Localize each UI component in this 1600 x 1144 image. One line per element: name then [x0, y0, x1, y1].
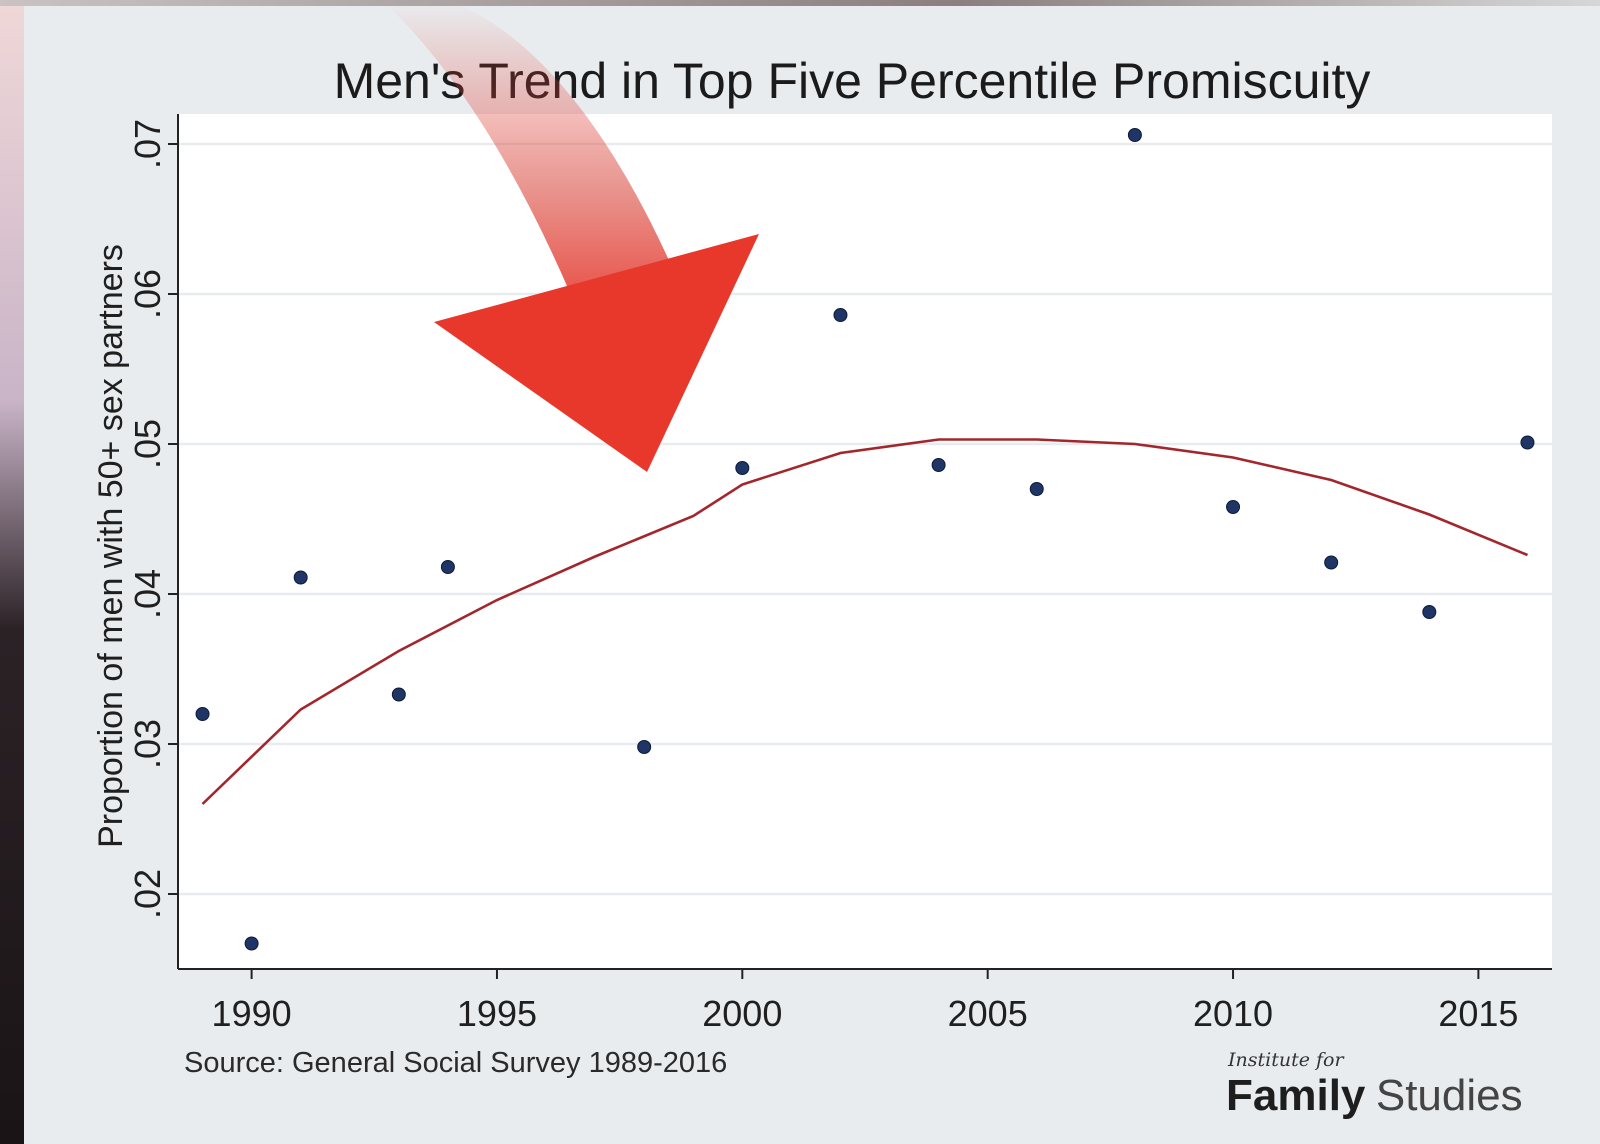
- x-tick-label: 1995: [457, 993, 537, 1034]
- logo-family-text: Family: [1226, 1071, 1366, 1120]
- data-points: [195, 128, 1535, 951]
- grid-lines: [178, 142, 1552, 896]
- data-point: [1422, 605, 1437, 619]
- top-edge-strip: [0, 0, 1600, 6]
- source-note: Source: General Social Survey 1989-2016: [184, 1047, 727, 1079]
- x-tick-label: 2010: [1193, 993, 1273, 1034]
- data-point: [833, 308, 848, 322]
- y-tick-label: .05: [127, 419, 168, 469]
- tick-marks: [168, 143, 1480, 979]
- logo-studies-text: Studies: [1376, 1071, 1523, 1120]
- data-point: [1324, 555, 1339, 570]
- fitted-trend-line: [201, 438, 1528, 805]
- data-point: [440, 560, 455, 574]
- data-point: [244, 936, 259, 951]
- plot-area: [178, 114, 1552, 969]
- logo-institute-text: Institute for: [1227, 1049, 1345, 1071]
- y-tick-label: .02: [127, 869, 168, 919]
- chart-stage: Men's Trend in Top Five Percentile Promi…: [24, 6, 1600, 1144]
- left-edge-strip: [0, 0, 24, 1144]
- x-tick-label: 1990: [212, 993, 292, 1034]
- data-point: [391, 687, 406, 702]
- data-point: [637, 740, 652, 754]
- y-tick-label: .07: [127, 119, 168, 169]
- y-tick-label: .04: [127, 569, 168, 619]
- red-arrow-annotation: [388, 6, 759, 472]
- logo-wordmark: Family Studies: [1226, 1071, 1523, 1120]
- data-point: [195, 707, 210, 721]
- data-point: [1029, 482, 1044, 496]
- tick-labels: .02 .03 .04 .05 .06 .07 1990 1995 2000 2005 2010 20…: [127, 119, 1518, 1034]
- scatter-chart: Men's Trend in Top Five Percentile Promi…: [92, 6, 1552, 1120]
- y-axis-label: Proportion of men with 50+ sex partners: [92, 244, 130, 848]
- x-tick-label: 2000: [702, 993, 782, 1034]
- data-point: [293, 570, 308, 585]
- axes: [177, 114, 1552, 970]
- y-tick-label: .03: [127, 719, 168, 769]
- data-point: [1226, 500, 1241, 514]
- y-tick-label: .06: [127, 269, 168, 319]
- x-tick-label: 2005: [948, 993, 1028, 1034]
- data-point: [1127, 128, 1142, 142]
- institute-logo: Institute for Family Studies: [1226, 1049, 1523, 1120]
- data-point: [1520, 435, 1535, 450]
- data-point: [931, 458, 946, 472]
- x-tick-label: 2015: [1438, 993, 1518, 1034]
- data-point: [735, 461, 750, 475]
